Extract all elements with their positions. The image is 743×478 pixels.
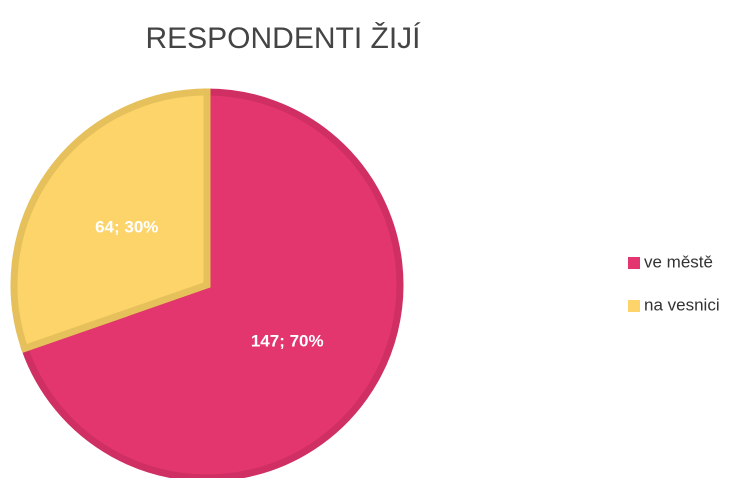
legend-label: na vesnici xyxy=(644,295,720,314)
legend-swatch xyxy=(628,300,640,312)
chart-title: RESPONDENTI ŽIJÍ xyxy=(145,22,421,55)
pie-slice xyxy=(10,88,211,353)
data-label: 147; 70% xyxy=(251,332,324,351)
legend-label: ve městě xyxy=(644,252,713,271)
data-label: 64; 30% xyxy=(95,217,158,236)
legend-swatch xyxy=(628,257,640,269)
pie-slice xyxy=(20,88,404,478)
